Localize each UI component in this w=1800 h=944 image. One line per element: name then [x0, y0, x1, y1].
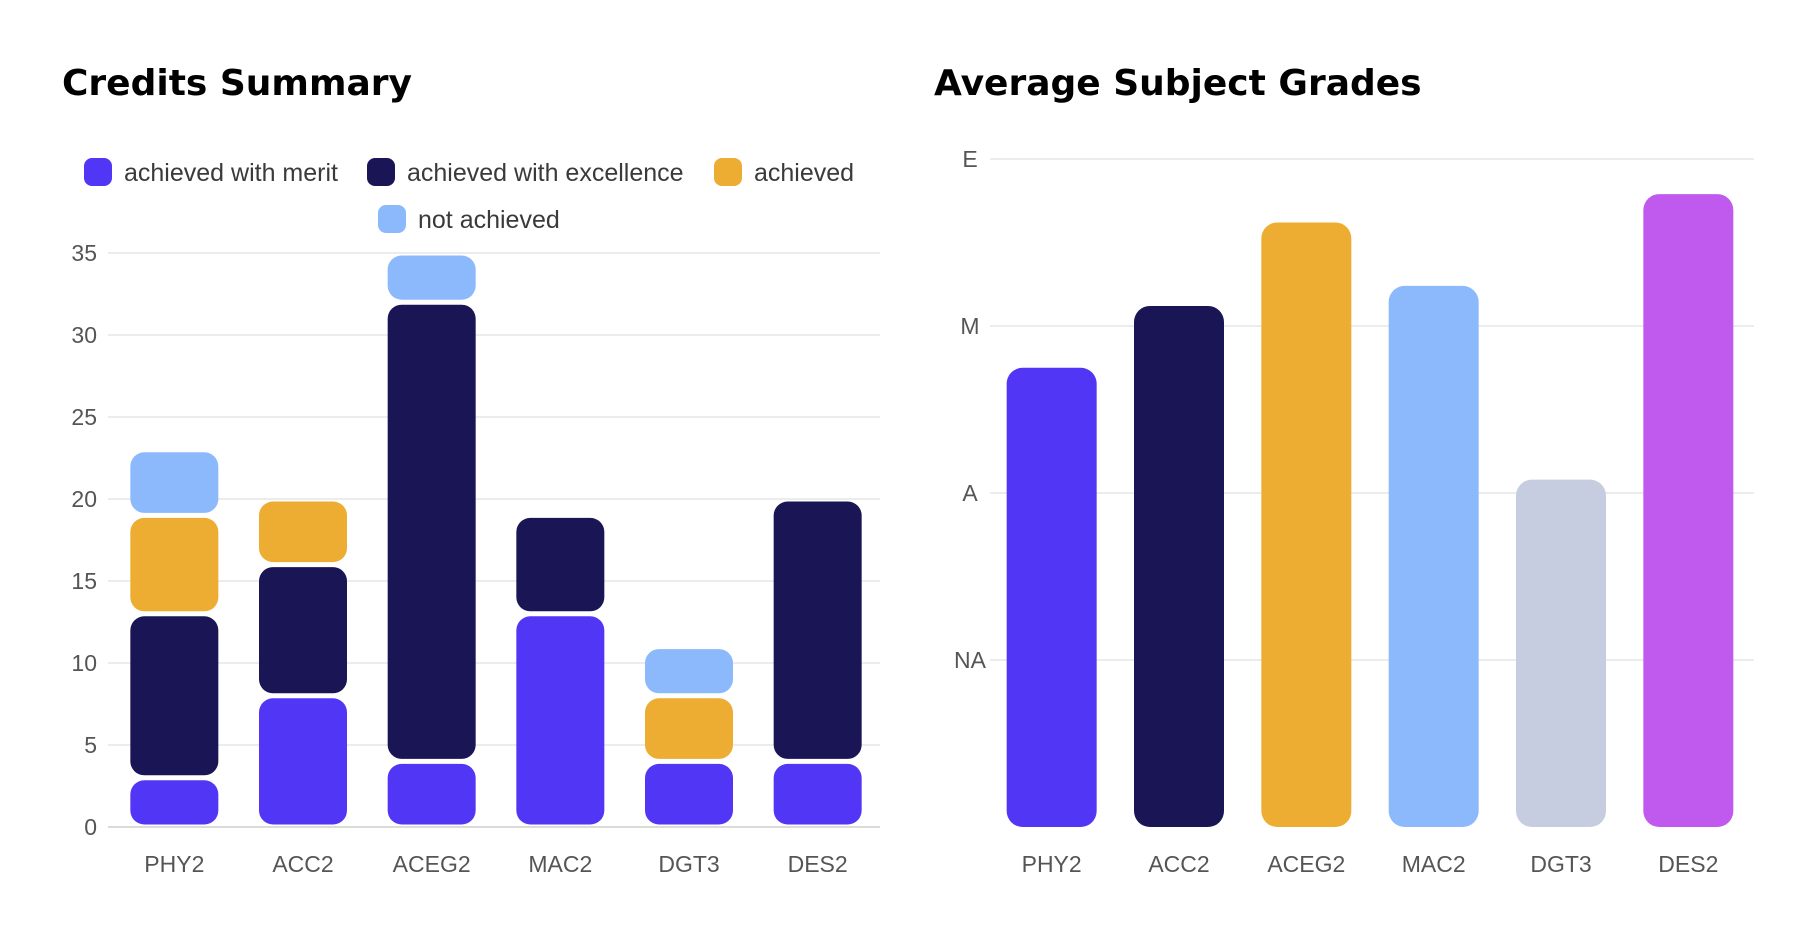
bar-acc2-achieved-with-merit — [259, 698, 347, 825]
credits-bars — [130, 255, 862, 825]
legend-item-achieved-with-excellence: achieved with excellence — [367, 158, 684, 187]
legend-swatch — [367, 158, 395, 186]
bar-phy2-not-achieved — [130, 452, 219, 513]
bar-aceg2-achieved-with-merit — [387, 763, 476, 825]
legend-label: achieved — [754, 159, 854, 187]
credits-legend: achieved with merit achieved with excelle… — [84, 158, 854, 234]
credits-summary-title: Credits Summary — [62, 63, 412, 104]
legend-item-not-achieved: not achieved — [378, 205, 560, 234]
x-tick-label: DES2 — [1658, 851, 1718, 877]
x-tick-label: ACC2 — [272, 851, 333, 877]
x-tick-label: MAC2 — [1402, 851, 1466, 877]
y-tick-label: E — [962, 146, 977, 172]
x-tick-label: PHY2 — [1022, 851, 1082, 877]
bar-acc2-achieved-with-excellence — [259, 567, 347, 694]
x-tick-label: DGT3 — [658, 851, 719, 877]
bar-aceg2-achieved-with-excellence — [387, 304, 476, 759]
x-tick-label: PHY2 — [144, 851, 204, 877]
legend-label: achieved with excellence — [407, 159, 684, 187]
legend-label: not achieved — [418, 206, 560, 234]
bar-des2-achieved-with-merit — [773, 763, 862, 825]
bar-phy2-achieved-with-merit — [130, 780, 219, 825]
bar-des2-achieved-with-excellence — [773, 501, 862, 759]
bar-aceg2-not-achieved — [387, 255, 476, 300]
bar-phy2 — [1006, 367, 1097, 827]
bar-mac2 — [1388, 285, 1479, 827]
y-tick-label: 25 — [71, 404, 97, 430]
legend-swatch — [378, 205, 406, 233]
bar-phy2-achieved — [130, 517, 219, 612]
grades-x-axis: PHY2 ACC2 ACEG2 MAC2 DGT3 DES2 — [1022, 851, 1719, 877]
y-tick-label: 5 — [84, 732, 97, 758]
average-grades-title: Average Subject Grades — [934, 63, 1422, 104]
bar-dgt3-not-achieved — [645, 649, 733, 694]
bar-dgt3-achieved-with-merit — [645, 763, 733, 825]
x-tick-label: ACEG2 — [1267, 851, 1345, 877]
bar-phy2-achieved-with-excellence — [130, 616, 219, 776]
legend-label: achieved with merit — [124, 159, 338, 187]
x-tick-label: DGT3 — [1530, 851, 1591, 877]
y-tick-label: 10 — [71, 650, 97, 676]
grades-y-axis: NA A M E — [954, 146, 987, 673]
y-tick-label: 30 — [71, 322, 97, 348]
legend-item-achieved: achieved — [714, 158, 854, 187]
x-tick-label: DES2 — [788, 851, 848, 877]
legend-item-achieved-with-merit: achieved with merit — [84, 158, 338, 187]
y-tick-label: 15 — [71, 568, 97, 594]
y-tick-label: 20 — [71, 486, 97, 512]
y-tick-label: A — [962, 480, 978, 506]
credits-x-axis: PHY2 ACC2 ACEG2 MAC2 DGT3 DES2 — [144, 851, 847, 877]
bar-des2 — [1643, 194, 1734, 827]
grades-bars — [1006, 194, 1734, 828]
bar-mac2-achieved-with-excellence — [516, 517, 605, 612]
bar-aceg2 — [1261, 222, 1352, 827]
credits-y-axis: 0 5 10 15 20 25 30 35 — [71, 240, 97, 840]
bar-dgt3 — [1516, 479, 1606, 827]
legend-swatch — [714, 158, 742, 186]
x-tick-label: ACC2 — [1148, 851, 1209, 877]
grades-gridlines — [990, 158, 1754, 661]
bar-acc2 — [1134, 305, 1224, 828]
bar-mac2-achieved-with-merit — [516, 616, 605, 825]
y-tick-label: 0 — [84, 814, 97, 840]
x-tick-label: ACEG2 — [393, 851, 471, 877]
legend-swatch — [84, 158, 112, 186]
bar-acc2-achieved — [259, 501, 347, 563]
y-tick-label: M — [960, 313, 979, 339]
y-tick-label: 35 — [71, 240, 97, 266]
bar-dgt3-achieved — [645, 698, 733, 759]
x-tick-label: MAC2 — [528, 851, 592, 877]
credits-gridlines — [108, 252, 880, 828]
y-tick-label: NA — [954, 647, 987, 673]
